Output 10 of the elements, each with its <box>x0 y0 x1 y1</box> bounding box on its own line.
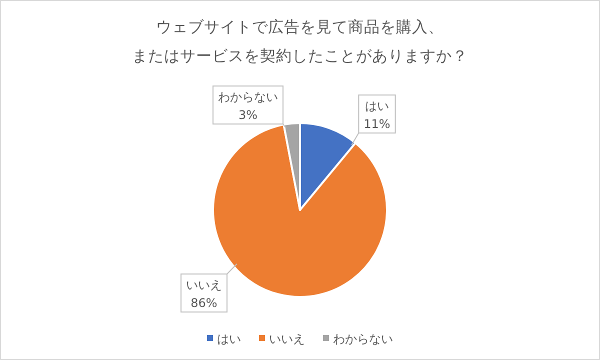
slice-label: わからない <box>218 90 278 104</box>
data-label: 11% <box>364 117 390 131</box>
slice-label: はい <box>365 99 389 113</box>
legend-label: いいえ <box>269 332 305 346</box>
legend-label: はい <box>217 332 241 346</box>
legend-label: わからない <box>333 332 393 346</box>
slice-label: いいえ <box>186 278 222 292</box>
data-label: 86% <box>190 296 218 310</box>
data-label: 3% <box>238 108 258 122</box>
title: ウェブサイトで広告を見て商品を購入、またはサービスを契約したことがありますか？ <box>132 18 468 65</box>
